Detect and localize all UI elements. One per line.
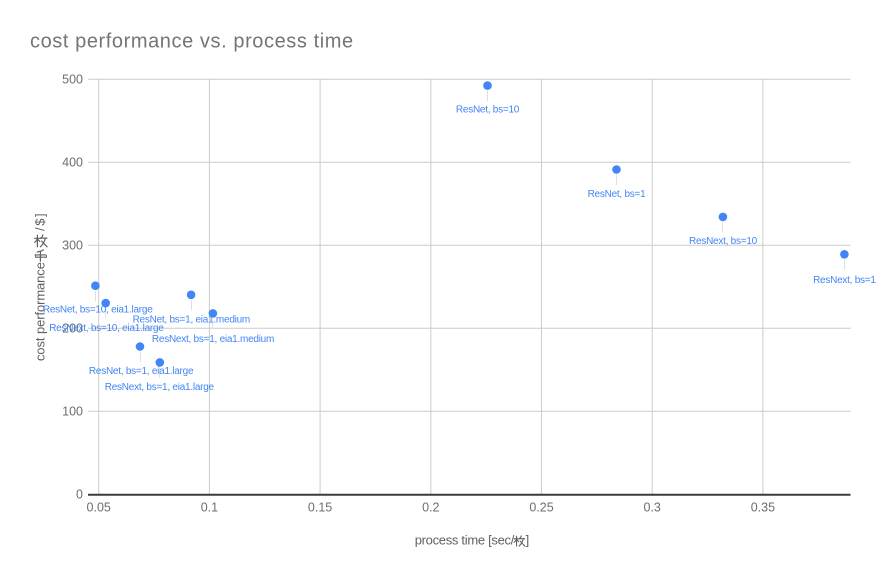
svg-text:ResNet, bs=1, eia1.medium: ResNet, bs=1, eia1.medium (133, 315, 250, 326)
svg-text:ResNext, bs=1: ResNext, bs=1 (813, 275, 876, 286)
svg-text:0.15: 0.15 (308, 501, 332, 515)
svg-text:ResNext, bs=10, eia1.large: ResNext, bs=10, eia1.large (49, 323, 164, 334)
svg-text:process time [sec/: process time [sec/ (415, 532, 515, 547)
svg-text:400: 400 (62, 156, 83, 170)
svg-text:300: 300 (62, 239, 83, 253)
svg-text:0.3: 0.3 (644, 501, 661, 515)
svg-text:100: 100 (62, 405, 83, 419)
svg-text:ResNext, bs=10: ResNext, bs=10 (689, 236, 758, 247)
svg-text:ResNet, bs=1: ResNet, bs=1 (588, 189, 647, 200)
svg-text:ResNet, bs=1, eia1.large: ResNet, bs=1, eia1.large (89, 366, 194, 377)
svg-text:]: ] (526, 532, 530, 547)
svg-text:500: 500 (62, 73, 83, 87)
svg-text:200: 200 (62, 322, 83, 336)
svg-text:cost performance vs. process t: cost performance vs. process time (30, 31, 354, 53)
svg-text:cost performance [: cost performance [ (33, 255, 48, 361)
svg-text:0: 0 (76, 488, 83, 502)
svg-text:0.1: 0.1 (201, 501, 218, 515)
svg-text:ResNet, bs=10: ResNet, bs=10 (456, 104, 520, 115)
svg-text:0.2: 0.2 (422, 501, 439, 515)
svg-text:/$]: /$] (33, 212, 48, 231)
svg-text:0.35: 0.35 (751, 501, 775, 515)
svg-text:0.05: 0.05 (87, 501, 111, 515)
svg-text:ResNet, bs=10, eia1.large: ResNet, bs=10, eia1.large (43, 305, 153, 316)
svg-text:0.25: 0.25 (529, 501, 553, 515)
svg-text:ResNext, bs=1, eia1.medium: ResNext, bs=1, eia1.medium (152, 334, 274, 345)
svg-text:ResNext, bs=1, eia1.large: ResNext, bs=1, eia1.large (105, 382, 215, 393)
